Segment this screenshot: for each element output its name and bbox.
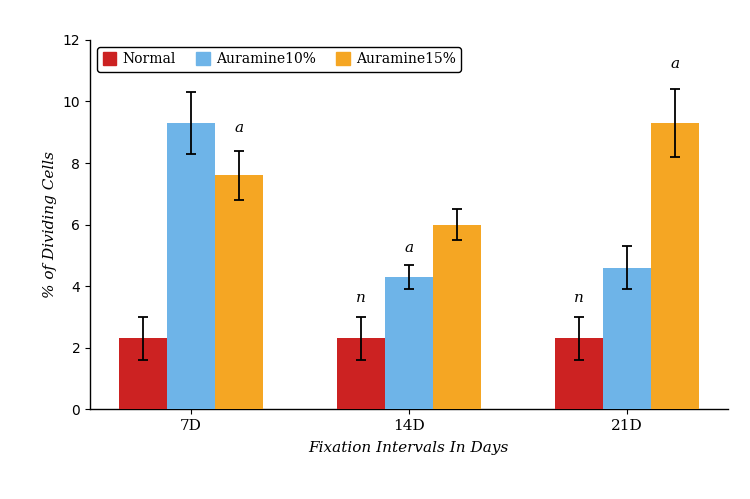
Text: b: b xyxy=(186,61,196,75)
Y-axis label: % of Dividing Cells: % of Dividing Cells xyxy=(43,151,57,298)
Bar xyxy=(337,338,385,409)
Legend: Normal, Auramine10%, Auramine15%: Normal, Auramine10%, Auramine15% xyxy=(97,47,461,72)
X-axis label: Fixation Intervals In Days: Fixation Intervals In Days xyxy=(308,441,509,455)
Bar xyxy=(555,338,603,409)
Text: a: a xyxy=(404,242,413,255)
Bar xyxy=(650,123,698,409)
Bar xyxy=(385,277,433,409)
Text: a: a xyxy=(234,121,243,135)
Text: n: n xyxy=(356,290,366,304)
Bar xyxy=(433,225,481,409)
Text: n: n xyxy=(574,290,584,304)
Bar xyxy=(603,267,650,409)
Text: a: a xyxy=(670,57,679,71)
Bar xyxy=(214,175,262,409)
Bar xyxy=(167,123,214,409)
Bar xyxy=(119,338,167,409)
